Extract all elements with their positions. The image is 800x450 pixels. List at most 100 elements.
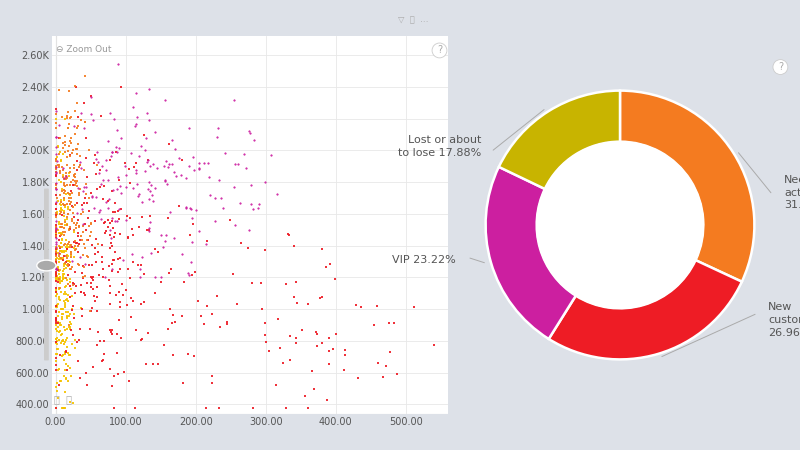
Point	[89, 244, 102, 251]
Point	[279, 404, 292, 411]
Point	[78, 124, 90, 131]
Point	[158, 97, 171, 104]
Point	[54, 297, 66, 304]
Point	[65, 149, 78, 156]
Point	[64, 241, 77, 248]
Point	[63, 399, 76, 406]
Point	[49, 230, 62, 238]
Point	[53, 220, 66, 227]
Point	[165, 265, 178, 272]
Point	[61, 295, 74, 302]
Point	[77, 222, 90, 230]
Point	[49, 168, 62, 176]
Point	[49, 256, 62, 263]
Point	[49, 206, 62, 213]
Point	[119, 159, 132, 166]
Point	[73, 222, 86, 230]
Point	[53, 236, 66, 243]
Point	[67, 161, 80, 168]
Point	[58, 260, 71, 267]
Point	[58, 248, 70, 255]
Point	[60, 245, 73, 252]
Point	[79, 135, 92, 142]
Point	[127, 163, 140, 170]
Point	[64, 207, 77, 214]
Point	[49, 266, 62, 273]
Point	[78, 99, 90, 107]
Point	[58, 148, 71, 155]
Point	[383, 349, 396, 356]
Point	[49, 288, 62, 295]
Point	[51, 226, 64, 233]
Point	[255, 306, 268, 313]
Point	[49, 107, 62, 114]
Point	[98, 182, 110, 189]
Point	[50, 210, 63, 217]
Point	[94, 337, 106, 344]
Point	[71, 220, 84, 227]
Point	[166, 312, 179, 319]
Point	[142, 329, 154, 337]
Point	[57, 254, 70, 261]
Point	[227, 270, 240, 277]
Point	[86, 261, 98, 269]
Point	[50, 169, 62, 176]
Point	[142, 156, 154, 163]
Point	[68, 181, 81, 188]
Point	[108, 234, 121, 241]
Point	[50, 270, 62, 278]
Point	[271, 191, 284, 198]
Point	[53, 275, 66, 283]
Point	[198, 320, 210, 328]
Point	[190, 207, 202, 214]
Point	[202, 173, 215, 180]
Point	[56, 187, 69, 194]
Point	[49, 119, 62, 126]
Point	[116, 280, 129, 288]
Point	[71, 230, 84, 237]
Point	[94, 206, 106, 213]
Point	[105, 326, 118, 333]
Point	[58, 338, 71, 346]
Point	[60, 190, 73, 198]
Point	[86, 274, 99, 281]
Point	[90, 170, 102, 177]
Point	[152, 360, 165, 367]
Point	[63, 283, 76, 290]
Point	[209, 218, 222, 225]
Point	[53, 336, 66, 343]
Point	[174, 171, 187, 178]
Point	[49, 261, 62, 268]
Point	[49, 191, 62, 198]
Point	[105, 382, 118, 390]
Point	[62, 172, 75, 179]
Point	[158, 238, 171, 245]
Point	[75, 117, 88, 124]
Point	[49, 292, 62, 299]
Point	[60, 375, 73, 382]
Wedge shape	[549, 260, 742, 360]
Point	[83, 307, 96, 315]
Point	[53, 150, 66, 158]
Point	[53, 270, 66, 277]
Point	[179, 203, 192, 211]
Point	[95, 253, 108, 261]
Point	[52, 274, 65, 281]
Point	[200, 404, 213, 411]
Point	[49, 320, 62, 327]
Point	[62, 349, 74, 356]
Point	[330, 330, 342, 337]
Point	[169, 318, 182, 325]
Point	[58, 186, 70, 194]
Point	[106, 256, 119, 264]
Point	[104, 244, 117, 251]
Point	[58, 299, 71, 306]
Point	[53, 161, 66, 168]
Point	[123, 179, 136, 186]
Point	[74, 237, 86, 244]
Point	[102, 205, 114, 212]
Point	[58, 350, 71, 357]
Point	[54, 278, 67, 285]
Point	[89, 152, 102, 159]
Point	[58, 372, 70, 379]
